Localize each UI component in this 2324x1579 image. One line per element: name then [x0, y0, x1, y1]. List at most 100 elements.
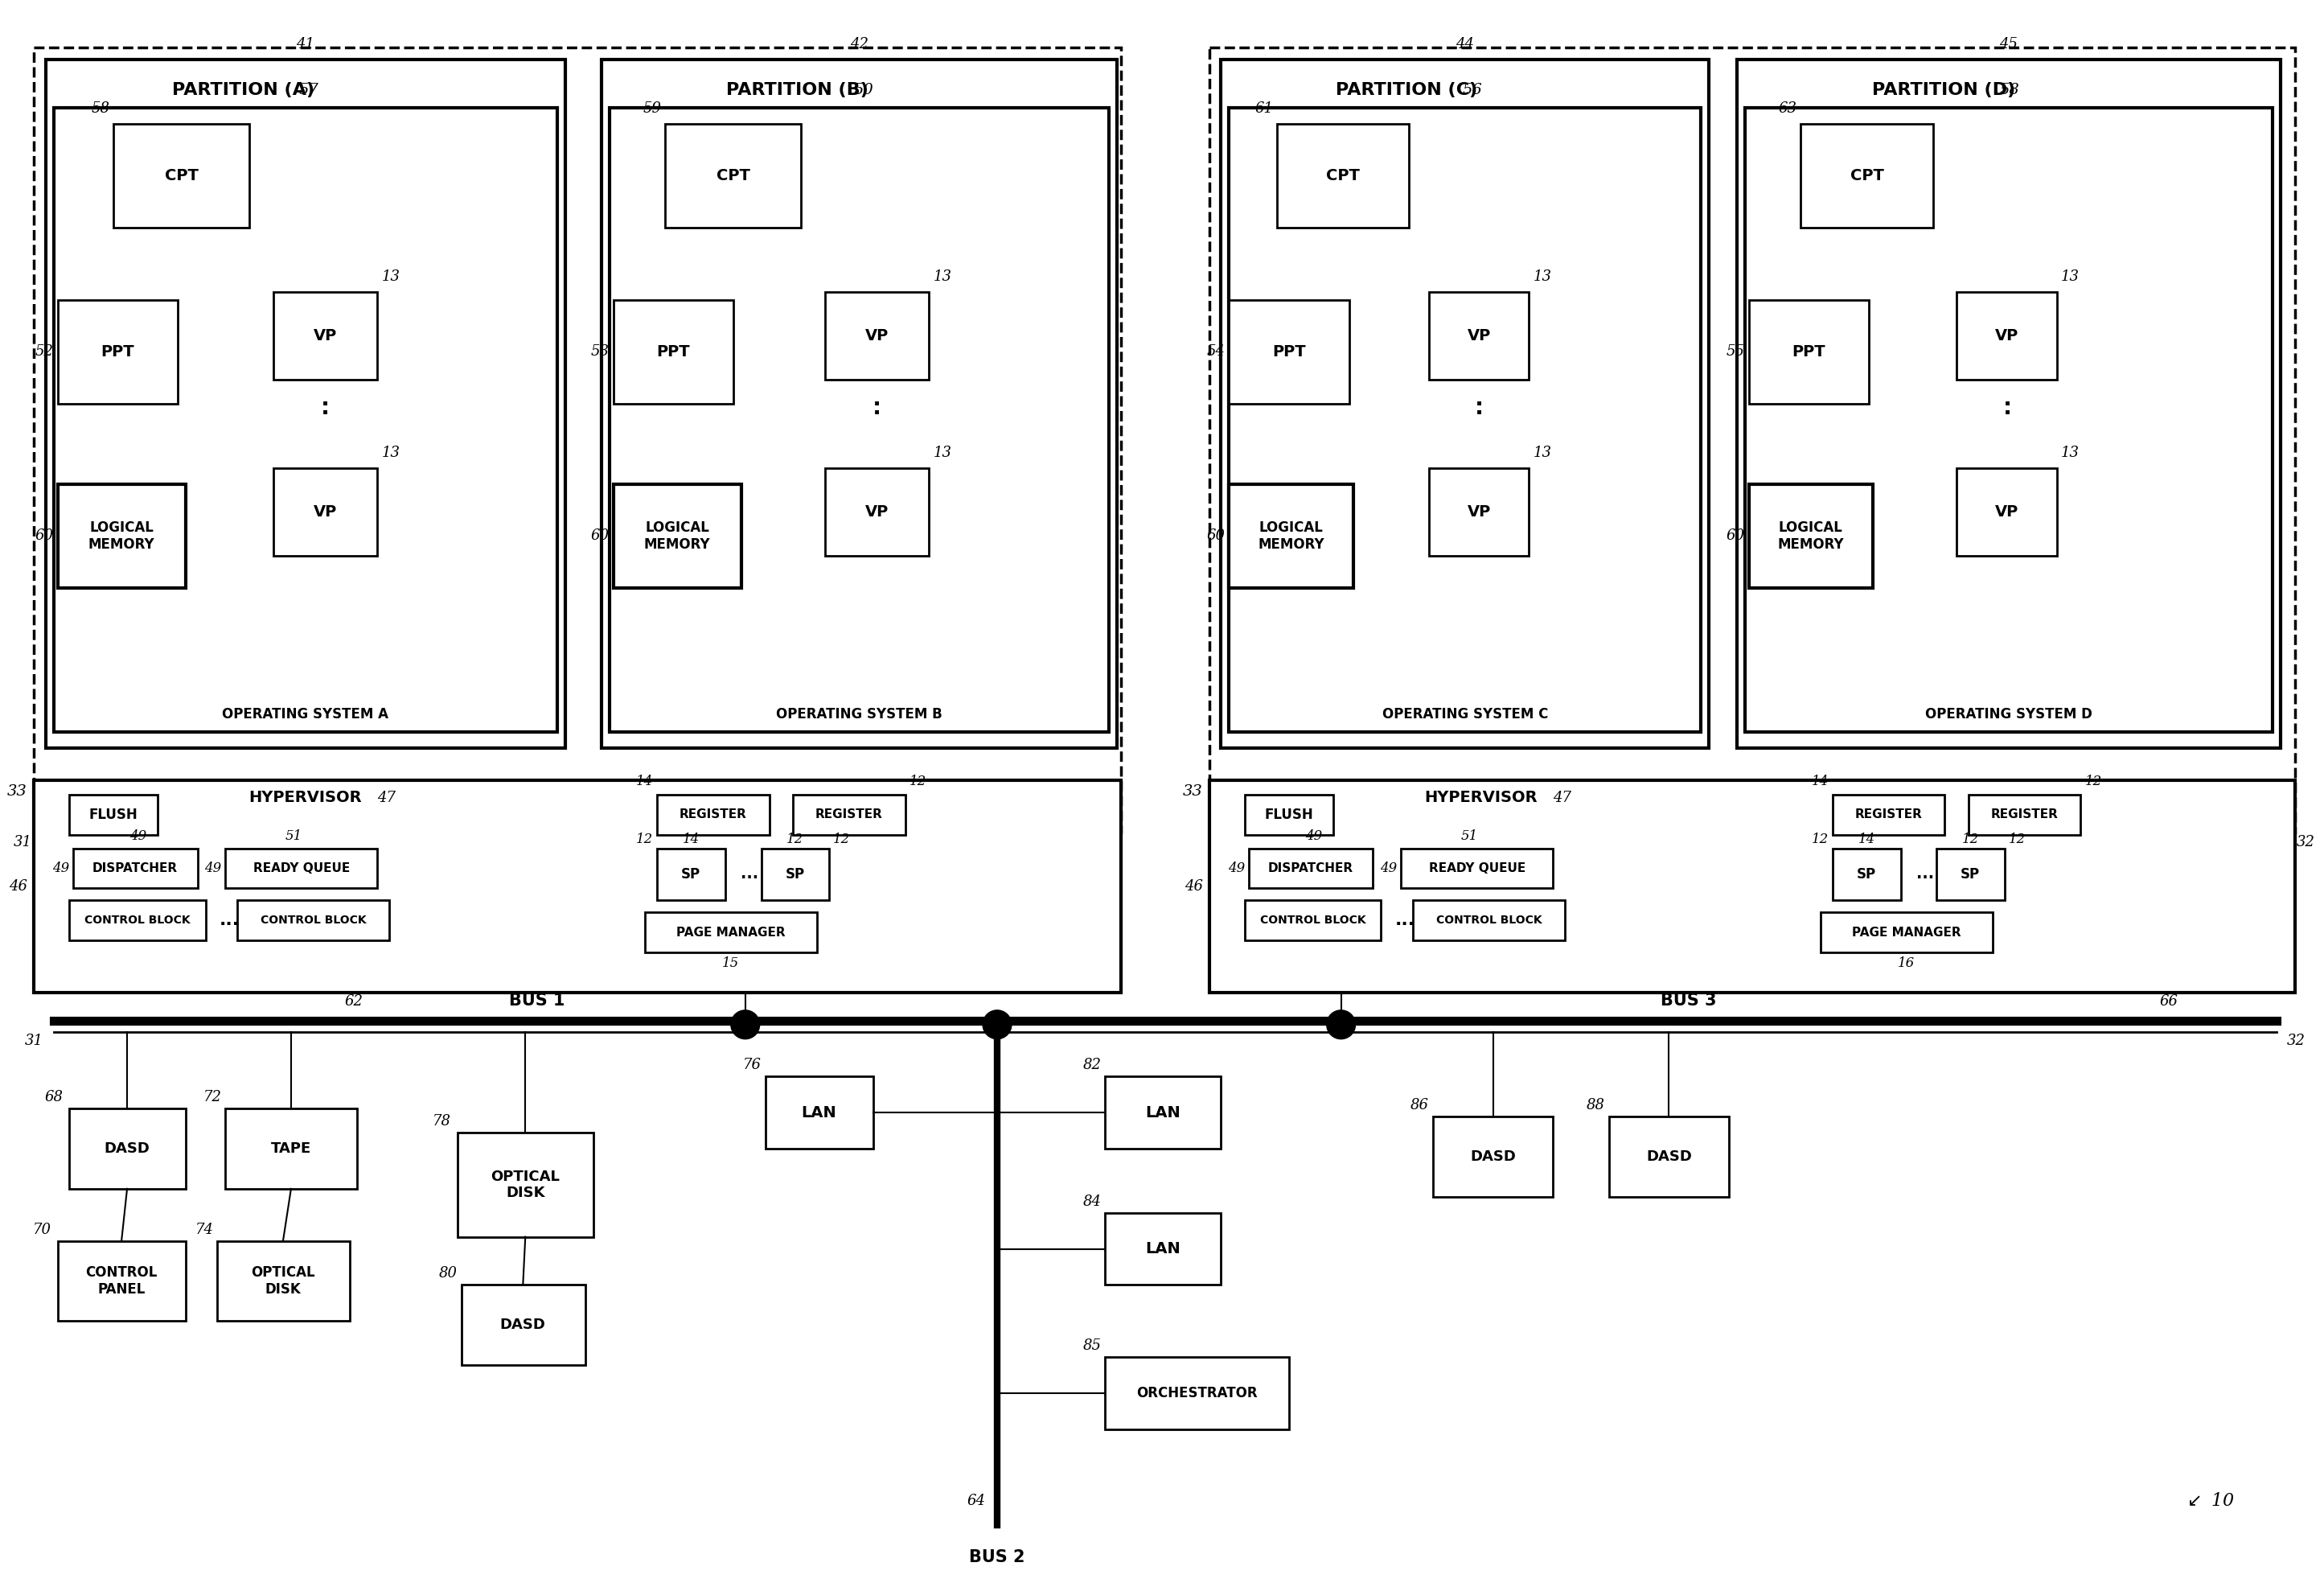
Text: SP: SP [681, 867, 700, 881]
Bar [458, 1132, 593, 1236]
Text: 58: 58 [1999, 82, 2020, 96]
Text: PPT: PPT [1271, 344, 1306, 360]
Text: CONTROL
PANEL: CONTROL PANEL [86, 1265, 158, 1296]
Text: 13: 13 [934, 445, 953, 459]
Bar [1229, 107, 1701, 733]
Text: CPT: CPT [165, 167, 198, 183]
Text: 13: 13 [2061, 445, 2080, 459]
Bar [58, 300, 177, 404]
Circle shape [730, 1011, 760, 1039]
Bar [1413, 900, 1564, 941]
Bar [1736, 60, 2280, 748]
Bar [70, 1108, 186, 1189]
Text: LOGICAL
MEMORY: LOGICAL MEMORY [1257, 521, 1325, 551]
Text: :: : [321, 396, 330, 418]
Bar [1936, 848, 2006, 900]
Bar [1750, 483, 1873, 587]
Bar [658, 794, 769, 835]
Text: PPT: PPT [100, 344, 135, 360]
Text: 70: 70 [33, 1222, 51, 1236]
Text: DISPATCHER: DISPATCHER [1269, 862, 1353, 875]
Text: 46: 46 [9, 880, 28, 894]
Text: 42: 42 [851, 36, 869, 52]
Text: 12: 12 [786, 832, 804, 846]
Bar [1434, 1116, 1552, 1197]
Text: 52: 52 [35, 344, 53, 358]
Bar [1608, 1116, 1729, 1197]
Bar [274, 467, 376, 556]
Text: BUS 1: BUS 1 [509, 993, 565, 1009]
Text: VP: VP [1994, 504, 2020, 519]
Bar [1246, 794, 1334, 835]
Text: CONTROL BLOCK: CONTROL BLOCK [84, 914, 191, 927]
Text: 13: 13 [934, 268, 953, 284]
Text: HYPERVISOR: HYPERVISOR [249, 790, 363, 805]
Text: 12: 12 [1813, 832, 1829, 846]
Text: VP: VP [314, 328, 337, 343]
Bar [614, 483, 741, 587]
Text: ...: ... [1394, 913, 1415, 928]
Text: 60: 60 [590, 529, 609, 543]
Text: 66: 66 [2159, 995, 2178, 1009]
Bar [33, 47, 1120, 832]
Text: 60: 60 [1727, 529, 1745, 543]
Bar [1745, 107, 2273, 733]
Bar [74, 848, 198, 889]
Bar [114, 123, 249, 227]
Text: VP: VP [1994, 328, 2020, 343]
Text: BUS 2: BUS 2 [969, 1549, 1025, 1565]
Text: OPERATING SYSTEM C: OPERATING SYSTEM C [1383, 707, 1548, 722]
Text: PARTITION (C): PARTITION (C) [1336, 82, 1478, 98]
Text: 16: 16 [1899, 957, 1915, 970]
Text: 49: 49 [1227, 862, 1246, 875]
Text: CONTROL BLOCK: CONTROL BLOCK [1260, 914, 1367, 927]
Text: 50: 50 [853, 82, 874, 96]
Text: 12: 12 [909, 775, 927, 788]
Text: 60: 60 [35, 529, 53, 543]
Text: 59: 59 [644, 101, 662, 115]
Bar [1401, 848, 1552, 889]
Bar [53, 107, 558, 733]
Text: DASD: DASD [105, 1142, 151, 1156]
Text: 78: 78 [432, 1115, 451, 1129]
Text: 82: 82 [1083, 1058, 1102, 1072]
Text: VP: VP [1466, 504, 1490, 519]
Text: OPTICAL
DISK: OPTICAL DISK [490, 1168, 560, 1200]
Text: 76: 76 [744, 1058, 762, 1072]
Text: 14: 14 [683, 832, 700, 846]
Bar [225, 1108, 358, 1189]
Text: 47: 47 [1552, 791, 1571, 805]
Text: DISPATCHER: DISPATCHER [93, 862, 177, 875]
Text: REGISTER: REGISTER [816, 808, 883, 821]
Bar [1820, 913, 1992, 952]
Bar [33, 780, 1120, 993]
Text: CPT: CPT [1327, 167, 1360, 183]
Bar [237, 900, 390, 941]
Text: 14: 14 [1857, 832, 1875, 846]
Bar [70, 794, 158, 835]
Text: $\swarrow$ 10: $\swarrow$ 10 [2182, 1492, 2233, 1510]
Text: 56: 56 [1462, 82, 1483, 96]
Text: LOGICAL
MEMORY: LOGICAL MEMORY [1778, 521, 1843, 551]
Text: PPT: PPT [658, 344, 690, 360]
Bar [1229, 483, 1353, 587]
Bar [792, 794, 904, 835]
Text: OPERATING SYSTEM D: OPERATING SYSTEM D [1924, 707, 2092, 722]
Text: 33: 33 [7, 785, 28, 799]
Text: 54: 54 [1206, 344, 1225, 358]
Text: CPT: CPT [1850, 167, 1885, 183]
Text: CONTROL BLOCK: CONTROL BLOCK [1436, 914, 1541, 927]
Circle shape [983, 1011, 1011, 1039]
Bar [70, 900, 205, 941]
Text: 49: 49 [1306, 829, 1322, 843]
Bar [1801, 123, 1934, 227]
Bar [1106, 1077, 1220, 1150]
Text: DASD: DASD [500, 1318, 546, 1333]
Text: VP: VP [314, 504, 337, 519]
Text: VP: VP [1466, 328, 1490, 343]
Text: 12: 12 [1961, 832, 1980, 846]
Text: 51: 51 [286, 829, 302, 843]
Text: 13: 13 [2061, 268, 2080, 284]
Text: BUS 3: BUS 3 [1662, 993, 1717, 1009]
Bar [46, 60, 565, 748]
